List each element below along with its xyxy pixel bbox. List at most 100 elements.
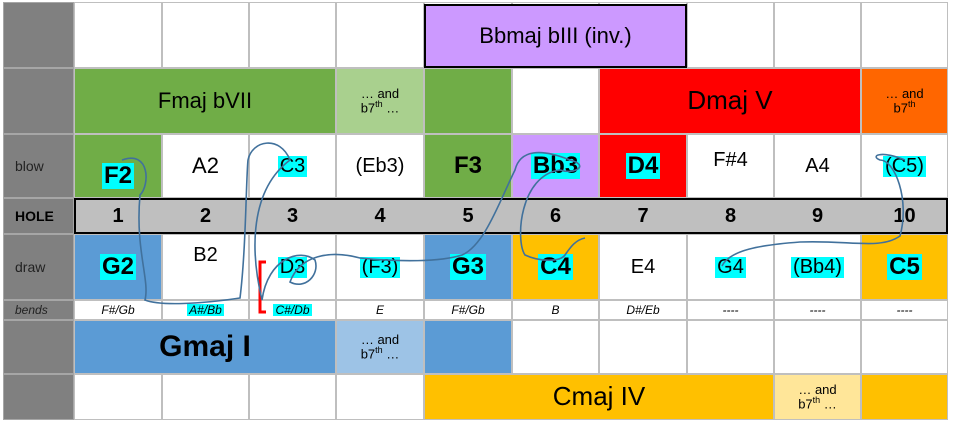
chord-bVII-b7-suffix: …	[382, 100, 400, 116]
bend-note-hole-8: ----	[722, 302, 739, 317]
hole-number-8-cell: 8	[687, 198, 774, 234]
chord-IV-b7-suffix: …	[820, 396, 837, 412]
chord-bVII-b7-text: … and b7th …	[336, 68, 424, 134]
blow-note-hole-6-cell: Bb3	[512, 134, 599, 198]
chord-IV-b7-prefix: … and	[798, 381, 837, 397]
hole-number-1-cell: 1	[74, 198, 162, 234]
blow-note-hole-4-cell: (Eb3)	[336, 134, 424, 198]
bend-note-hole-4: E	[375, 302, 384, 317]
bend-note-hole-10: ----	[896, 302, 913, 317]
bend-note-hole-7: D#/Eb	[626, 302, 660, 317]
bend-note-hole-1-cell: F#/Gb	[74, 300, 162, 320]
row-label-blow: blow	[15, 157, 44, 174]
hole-number-7: 7	[637, 204, 649, 227]
chord-I-label: Gmaj I	[159, 330, 251, 364]
hole-number-3: 3	[286, 204, 299, 227]
chord-IV-block-10	[861, 374, 948, 420]
grid-cell	[599, 320, 687, 374]
draw-note-hole-9-cell: (Bb4)	[774, 234, 861, 300]
chord-I-block	[74, 320, 336, 374]
grid-cell	[249, 2, 336, 68]
draw-note-hole-6-cell: C4	[512, 234, 599, 300]
bend-note-hole-10-cell: ----	[861, 300, 948, 320]
bend-note-hole-6-cell: B	[512, 300, 599, 320]
draw-note-hole-8: G4	[715, 255, 746, 278]
row-header-draw	[3, 234, 74, 300]
blow-note-hole-10: (C5)	[883, 154, 926, 177]
draw-note-hole-10: C5	[887, 253, 922, 281]
chord-IV-b7-sup: th	[812, 395, 821, 406]
hole-number-10: 10	[893, 204, 916, 227]
grid-cell	[74, 374, 162, 420]
bend-note-hole-7-cell: D#/Eb	[599, 300, 687, 320]
blow-note-hole-1-cell: F2	[74, 134, 162, 198]
blow-note-hole-9: A4	[805, 154, 830, 177]
blow-note-hole-2: A2	[192, 153, 219, 179]
chord-I-b7-text: … and b7th …	[336, 320, 424, 374]
hole-number-1: 1	[112, 204, 124, 227]
row-label-draw: draw	[15, 258, 46, 275]
draw-note-hole-5: G3	[449, 253, 486, 281]
row-label-hole: HOLE	[15, 207, 54, 224]
hole-number-9: 9	[811, 204, 824, 227]
bend-note-hole-3-cell: C#/Db	[249, 300, 336, 320]
hole-number-6: 6	[549, 204, 562, 227]
grid-cell	[687, 2, 774, 68]
grid-cell	[74, 300, 162, 320]
chord-IV-block	[424, 374, 774, 420]
chord-I-b7-suffix: …	[382, 346, 400, 362]
row-label-bends: bends	[15, 302, 48, 317]
hole-number-2: 2	[199, 204, 212, 227]
draw-note-hole-1: G2	[99, 253, 136, 281]
chord-bVII-label: Fmaj bVII	[157, 88, 253, 114]
row-header-8	[3, 374, 74, 420]
row-header-2	[3, 68, 74, 134]
chord-I-b7-note: b7	[360, 346, 376, 362]
draw-note-hole-7-cell: E4	[599, 234, 687, 300]
grid-cell	[687, 320, 774, 374]
bend-note-hole-6: B	[551, 302, 560, 317]
blow-note-hole-8: F#4	[713, 148, 748, 171]
draw-note-hole-10-cell: C5	[861, 234, 948, 300]
grid-cell	[336, 374, 424, 420]
bend-note-hole-4-cell: E	[336, 300, 424, 320]
draw-note-hole-9: (Bb4)	[791, 255, 844, 278]
draw-note-hole-7: E4	[630, 255, 656, 278]
chord-IV-b7-cell	[774, 374, 861, 420]
grid-cell	[861, 320, 948, 374]
grid-cell	[162, 374, 249, 420]
blow-note-hole-1: F2	[101, 162, 134, 190]
chord-I-b7-cell	[336, 320, 424, 374]
bend-note-hole-3: C#/Db	[273, 302, 312, 317]
bend-note-hole-5-cell: F#/Gb	[424, 300, 512, 320]
row-header-1	[3, 2, 74, 68]
row-header-bends	[3, 300, 74, 320]
draw-note-hole-5-cell: G3	[424, 234, 512, 300]
hole-number-2-cell: 2	[162, 198, 249, 234]
bend-note-hole-8-cell: ----	[687, 300, 774, 320]
draw-note-hole-3-cell: D3	[249, 234, 336, 300]
hole-number-6-cell: 6	[512, 198, 599, 234]
chord-IV-label: Cmaj IV	[552, 381, 646, 412]
hole-number-9-cell: 9	[774, 198, 861, 234]
grid-cell	[774, 2, 861, 68]
grid-cell	[774, 320, 861, 374]
row-header-7	[3, 320, 74, 374]
chord-V-b7-text: … and b7th	[861, 68, 948, 134]
blow-note-hole-5-cell: F3	[424, 134, 512, 198]
chord-bVII-b7-cell	[336, 68, 424, 134]
bend-note-hole-5: F#/Gb	[451, 302, 485, 317]
blow-note-hole-7: D4	[625, 152, 661, 180]
chord-V-b7-note: b7	[893, 100, 908, 116]
hole-number-8: 8	[724, 204, 737, 227]
row-header-blow	[3, 134, 74, 198]
bend-note-hole-9-cell: ----	[774, 300, 861, 320]
grid-cell	[74, 2, 162, 68]
grid-cell	[336, 2, 424, 68]
grid-cell	[512, 320, 599, 374]
chord-bVII-b7-prefix: … and	[360, 85, 400, 101]
blow-note-hole-2-cell: A2	[162, 134, 249, 198]
hole-number-5-cell: 5	[424, 198, 512, 234]
bend-note-hole-1: F#/Gb	[101, 302, 135, 317]
hole-number-10-cell: 10	[861, 198, 948, 234]
